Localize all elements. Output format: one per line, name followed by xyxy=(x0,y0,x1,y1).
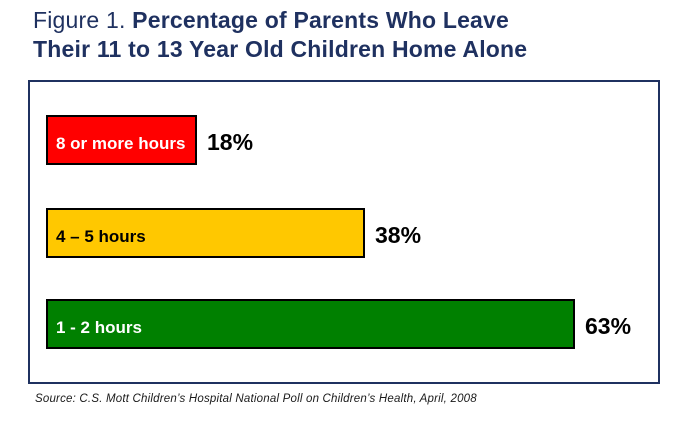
bar-1-2-hours: 1 - 2 hours xyxy=(46,299,575,349)
figure-title-line2: Their 11 to 13 Year Old Children Home Al… xyxy=(33,36,528,62)
source-note: Source: C.S. Mott Children’s Hospital Na… xyxy=(35,393,477,405)
bar-row-8-or-more-hours: 8 or more hours 18% xyxy=(46,115,253,165)
chart-plot-area: 8 or more hours 18% 4 – 5 hours 38% 1 - … xyxy=(28,80,660,384)
value-label: 63% xyxy=(585,313,632,339)
bar-4-5-hours: 4 – 5 hours xyxy=(46,208,365,258)
bar-label: 4 – 5 hours xyxy=(56,226,146,246)
figure-title: Figure 1. Percentage of Parents Who Leav… xyxy=(33,6,653,64)
figure-title-prefix: Figure 1. xyxy=(33,7,133,33)
bar-row-4-5-hours: 4 – 5 hours 38% xyxy=(46,208,421,258)
value-label: 18% xyxy=(207,129,254,155)
bar-label: 8 or more hours xyxy=(56,133,186,153)
value-label: 38% xyxy=(375,222,422,248)
figure-title-line1: Percentage of Parents Who Leave xyxy=(132,7,510,33)
bar-label: 1 - 2 hours xyxy=(56,317,142,337)
bar-8-or-more-hours: 8 or more hours xyxy=(46,115,197,165)
bar-row-1-2-hours: 1 - 2 hours 63% xyxy=(46,299,631,349)
